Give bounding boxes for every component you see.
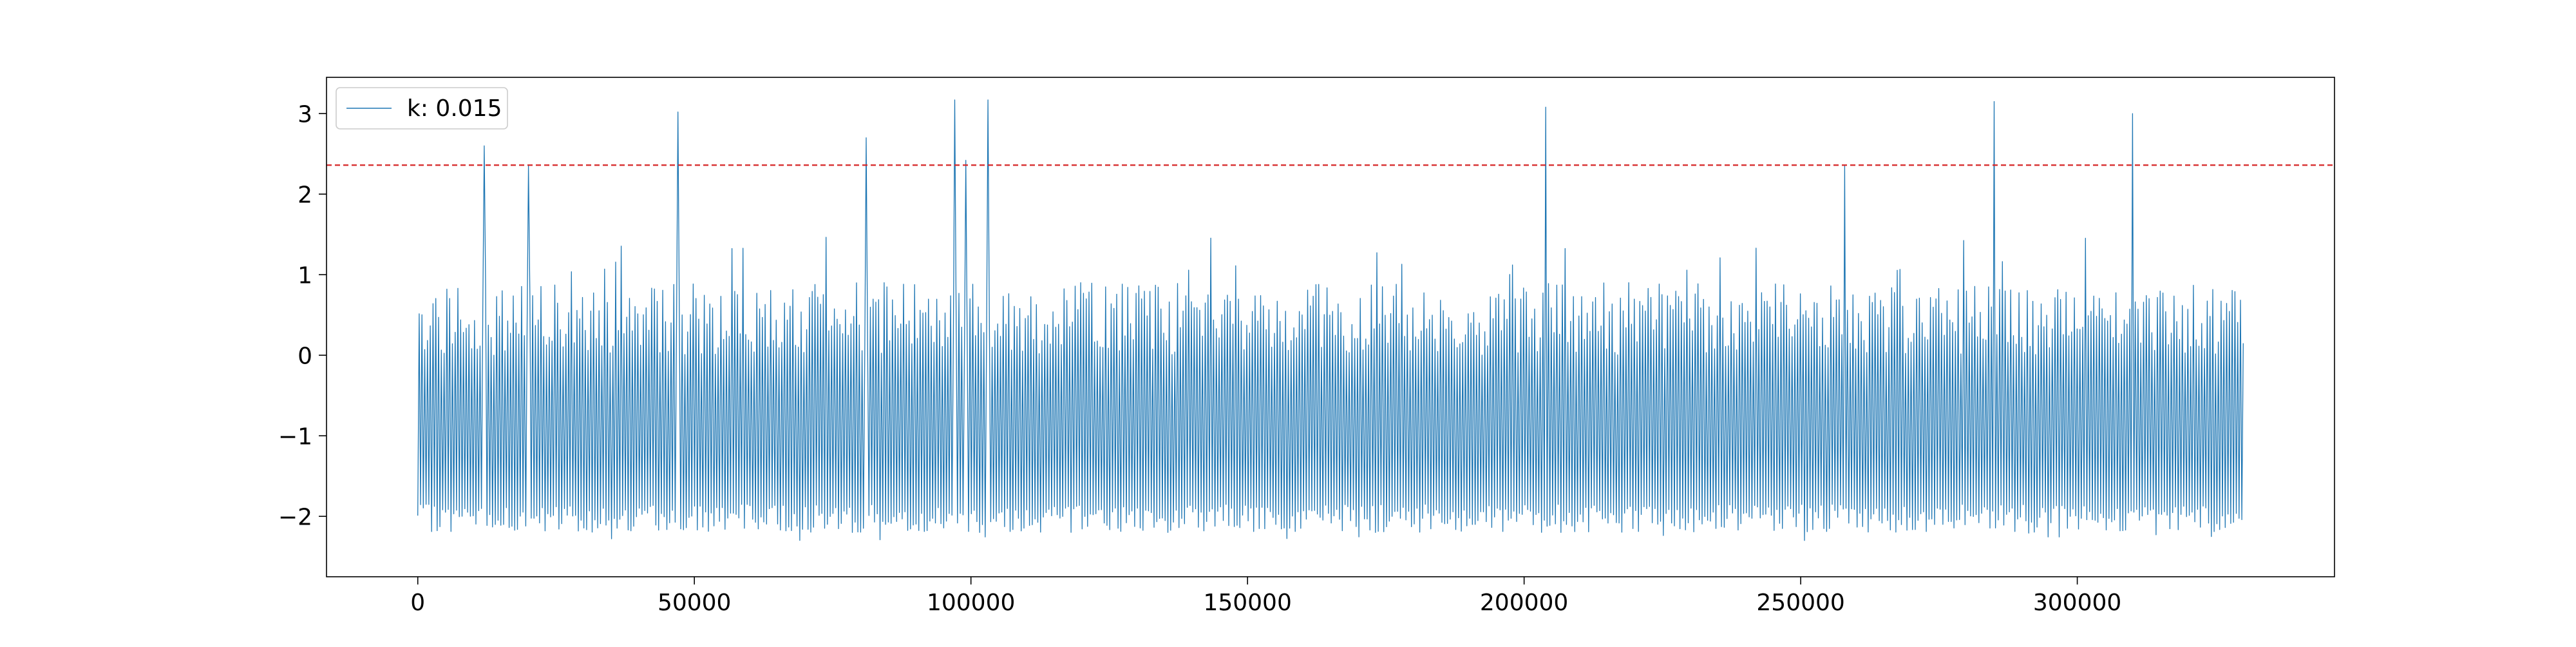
y-tick-label: 1 bbox=[298, 262, 312, 289]
x-tick-label: 0 bbox=[410, 590, 425, 616]
x-tick-label: 250000 bbox=[1756, 590, 1844, 616]
legend-series-label: k: 0.015 bbox=[407, 95, 502, 122]
x-tick-label: 200000 bbox=[1480, 590, 1568, 616]
x-tick-label: 50000 bbox=[658, 590, 732, 616]
series-line-k-0-015 bbox=[417, 99, 2244, 541]
x-axis: 0 50000 100000 150000 200000 250000 300000 bbox=[410, 577, 2121, 616]
series-layer bbox=[417, 99, 2244, 541]
x-tick-label: 100000 bbox=[927, 590, 1015, 616]
x-tick-label: 150000 bbox=[1203, 590, 1291, 616]
legend: k: 0.015 bbox=[336, 87, 508, 130]
legend-box bbox=[336, 87, 508, 130]
y-tick-label: 3 bbox=[298, 101, 312, 128]
y-tick-label: −2 bbox=[278, 504, 312, 530]
y-tick-label: 2 bbox=[298, 182, 312, 208]
plot-area-frame bbox=[326, 77, 2335, 577]
y-tick-label: 0 bbox=[298, 343, 312, 369]
x-tick-label: 300000 bbox=[2033, 590, 2121, 616]
y-tick-label: −1 bbox=[278, 423, 312, 450]
y-axis: −2 −1 0 1 2 3 bbox=[278, 101, 327, 530]
